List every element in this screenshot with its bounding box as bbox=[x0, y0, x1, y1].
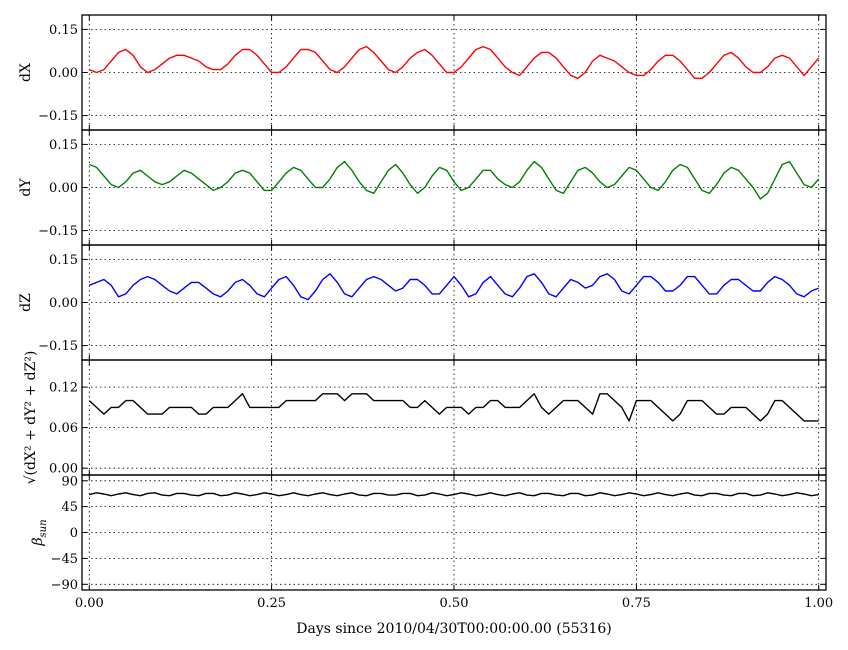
y-tick-label: 0.15 bbox=[49, 253, 78, 268]
y-tick-label: −45 bbox=[51, 552, 78, 567]
x-tick-label: 0.50 bbox=[440, 596, 469, 611]
x-axis-label: Days since 2010/04/30T00:00:00.00 (55316… bbox=[296, 621, 611, 637]
y-axis-label: √(dX² + dY² + dZ²) bbox=[23, 351, 39, 485]
y-tick-label: 45 bbox=[61, 500, 78, 515]
y-tick-label: 0.00 bbox=[49, 66, 78, 81]
panel-dy: 0.15 0.00 −0.15 dY bbox=[18, 129, 827, 246]
y-tick-label: −0.15 bbox=[38, 109, 78, 124]
x-tick-label: 0.25 bbox=[257, 596, 286, 611]
panel-beta-sun: 90 45 0 −45 −90 βsun 0.00 0.25 0.50 0.75 1.00 bbox=[30, 474, 833, 611]
series-line-dy bbox=[89, 160, 820, 200]
y-tick-label: 0.15 bbox=[49, 23, 78, 38]
series-line-beta-sun bbox=[89, 492, 819, 497]
x-tick-label: 0.00 bbox=[75, 596, 104, 611]
y-axis-label: βsun bbox=[30, 519, 49, 546]
y-axis-label: dZ bbox=[18, 293, 34, 312]
x-tick-label: 0.75 bbox=[622, 596, 651, 611]
y-tick-label: −90 bbox=[51, 578, 78, 593]
y-tick-label: 0.00 bbox=[49, 181, 78, 196]
y-axis-label: dY bbox=[18, 178, 34, 197]
series-line-magnitude bbox=[88, 393, 819, 422]
y-tick-label: 0.00 bbox=[49, 296, 78, 311]
x-tick-label: 1.00 bbox=[804, 596, 833, 611]
y-tick-label: 0.12 bbox=[49, 381, 78, 396]
y-tick-label: −0.15 bbox=[38, 339, 78, 354]
panel-magnitude: 0.12 0.06 0.00 √(dX² + dY² + dZ²) bbox=[23, 351, 827, 485]
y-tick-label: 0.06 bbox=[49, 421, 78, 436]
y-axis-label: dX bbox=[18, 63, 34, 82]
y-tick-label: 0 bbox=[70, 526, 78, 541]
y-tick-label: −0.15 bbox=[38, 224, 78, 239]
panels: 0.15 0.00 −0.15 dX 0.15 0.00 −0.15 dY 0.15 0.00 −0… bbox=[18, 14, 833, 611]
series-line-dz bbox=[89, 273, 819, 301]
y-tick-label: 90 bbox=[61, 474, 78, 489]
y-tick-label: 0.15 bbox=[49, 138, 78, 153]
y-tick-label: 0.00 bbox=[49, 462, 78, 477]
series-line-dx bbox=[89, 45, 820, 80]
panel-frame bbox=[81, 474, 827, 591]
